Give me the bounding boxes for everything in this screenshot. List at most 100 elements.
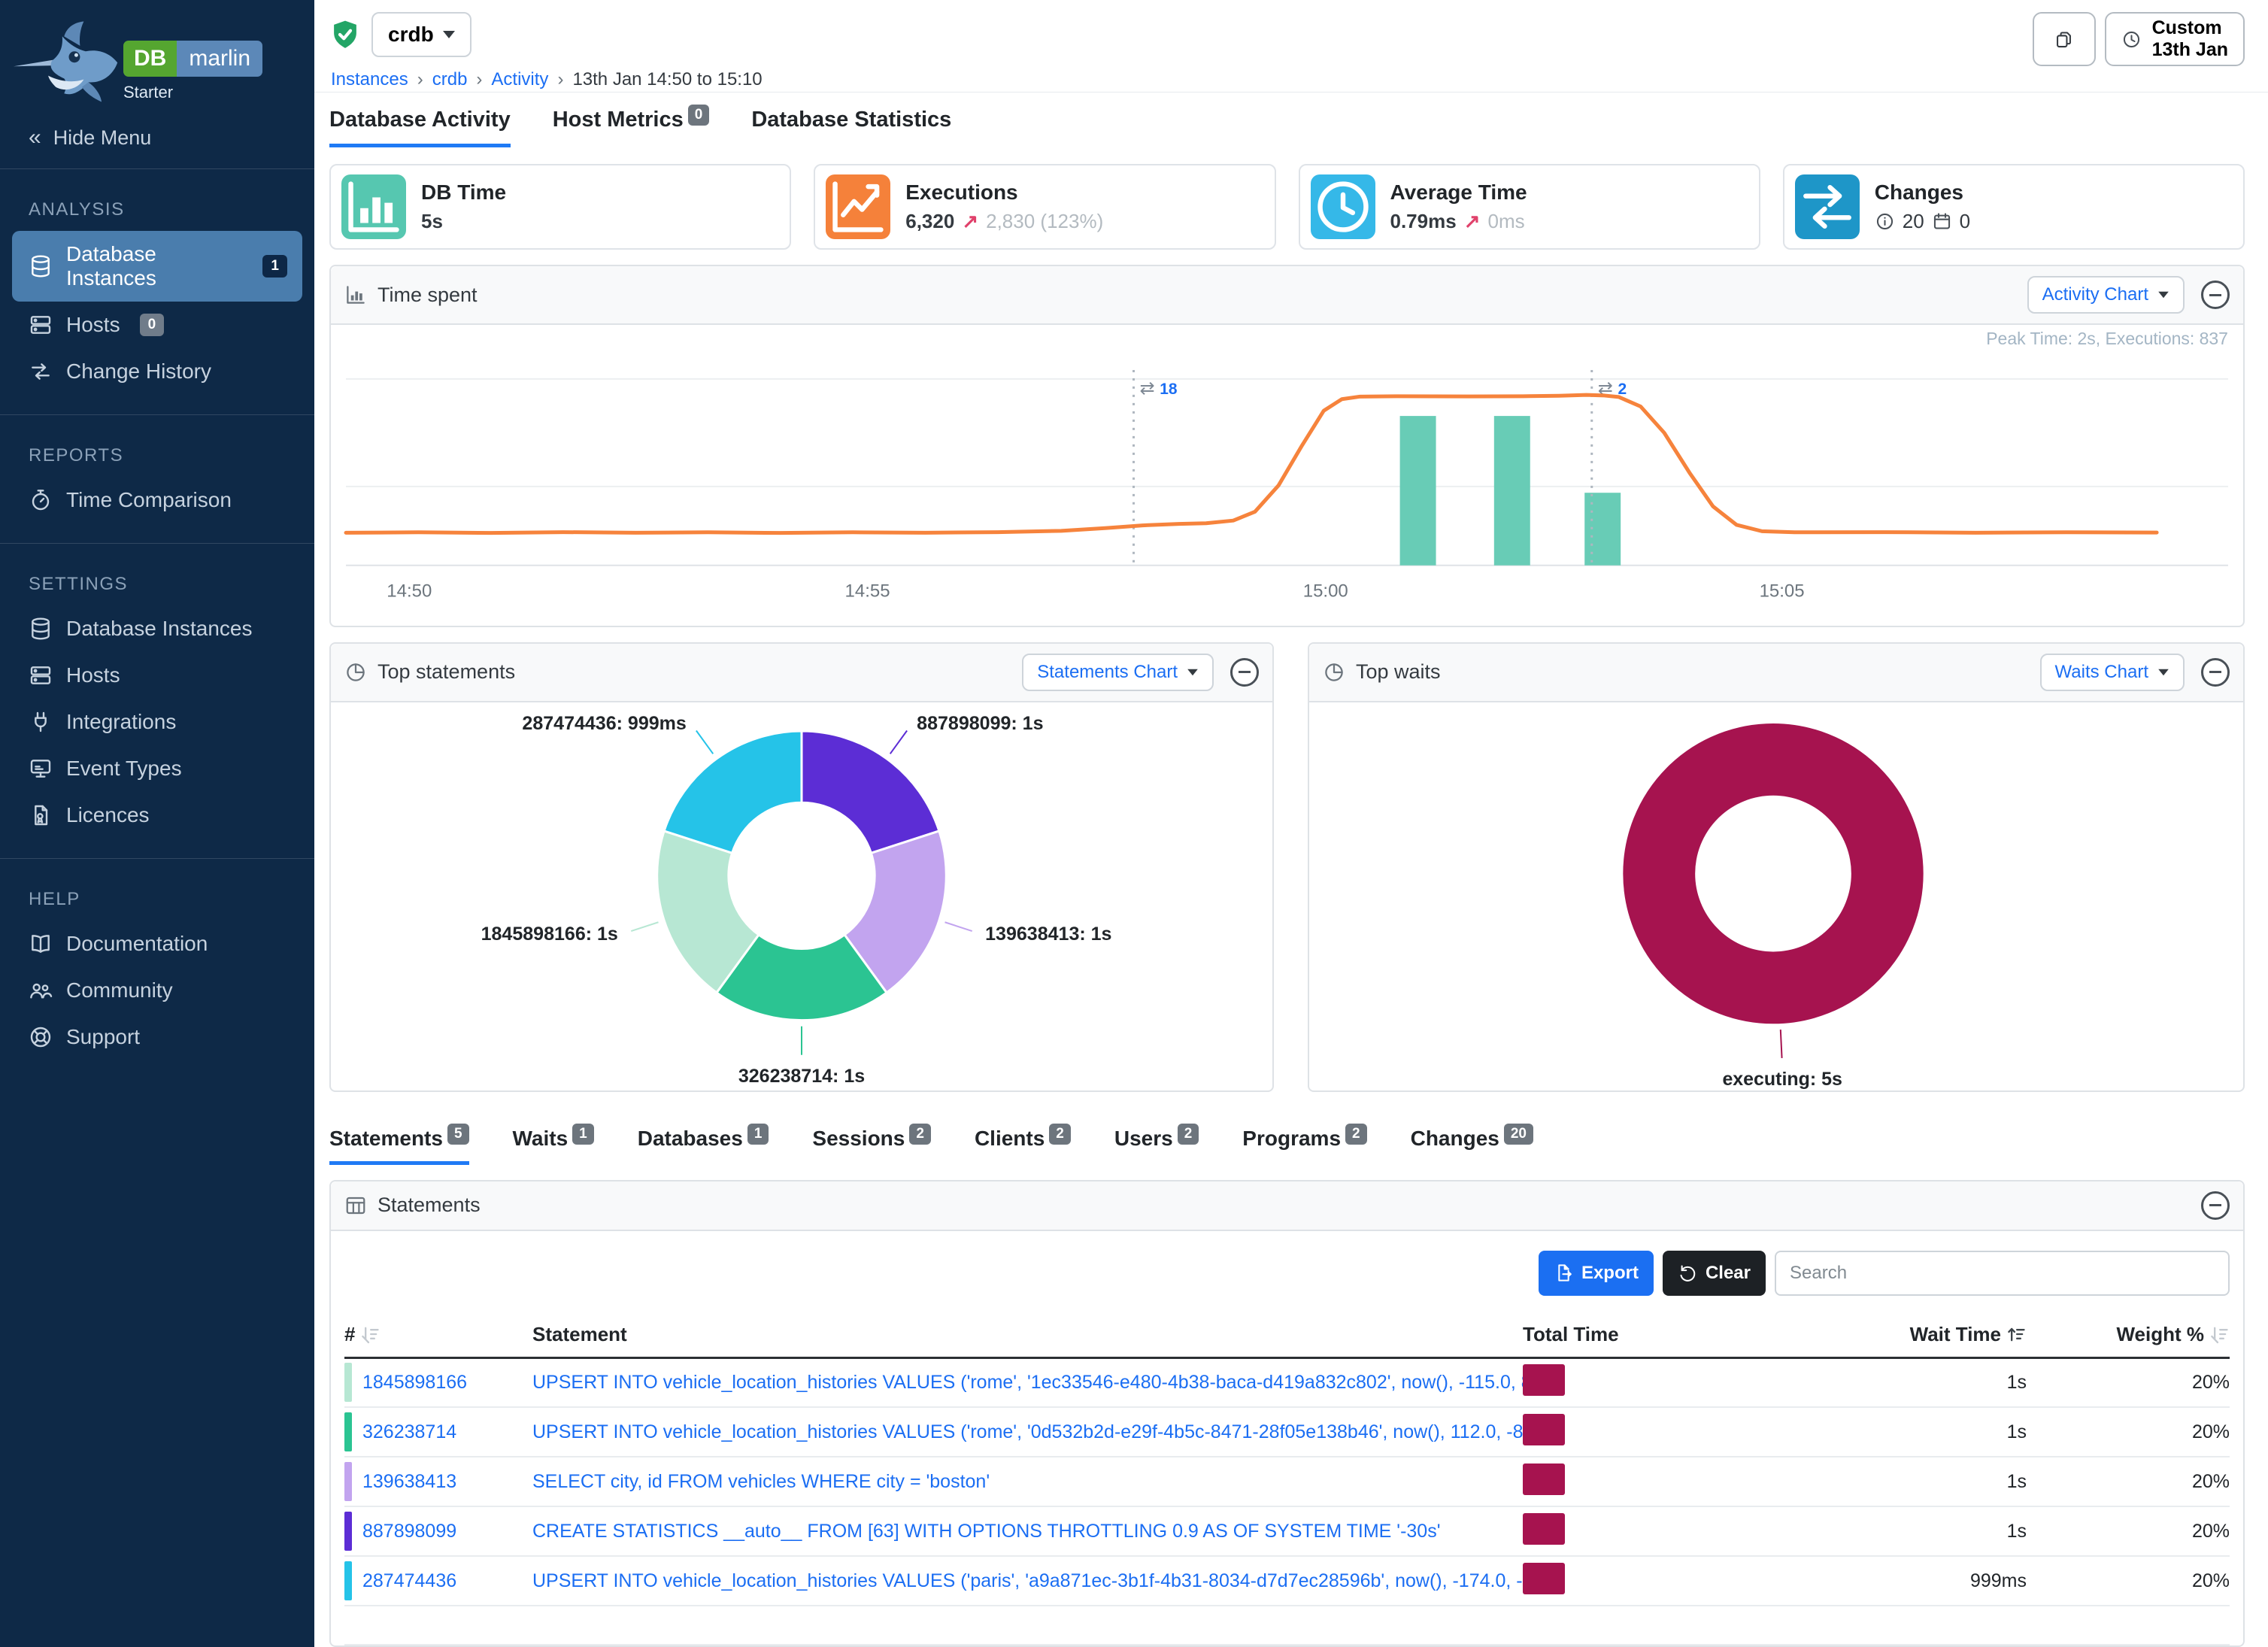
detail-tab-badge: 1: [747, 1123, 769, 1145]
detail-tab-sessions[interactable]: Sessions 2: [812, 1123, 931, 1165]
detail-tab-databases[interactable]: Databases 1: [638, 1123, 769, 1165]
waits-chart-selector-label: Waits Chart: [2054, 661, 2148, 682]
detail-tab-users[interactable]: Users 2: [1114, 1123, 1199, 1165]
chart-bars-icon: [341, 174, 406, 240]
sidebar: DB marlin Starter « Hide Menu ANALYSIS Da…: [0, 0, 314, 1647]
sidebar-section-label: HELP: [29, 889, 80, 909]
weight-value: 20%: [2027, 1556, 2230, 1606]
tab-database-activity[interactable]: Database Activity: [329, 108, 511, 148]
sidebar-item-hosts[interactable]: Hosts 0: [0, 302, 314, 348]
card-executions: Executions 6,320 ↗ 2,830 (123%): [814, 164, 1276, 250]
statement-id-link[interactable]: 287474436: [362, 1570, 457, 1591]
detail-tab-programs[interactable]: Programs 2: [1242, 1123, 1367, 1165]
statement-text-link[interactable]: CREATE STATISTICS __auto__ FROM [63] WIT…: [532, 1520, 1441, 1542]
wait-time-value: 1s: [1801, 1357, 2027, 1408]
tab-database-statistics[interactable]: Database Statistics: [751, 108, 952, 132]
activity-chart-selector-label: Activity Chart: [2042, 284, 2148, 305]
waits-chart-selector[interactable]: Waits Chart: [2039, 653, 2185, 691]
collapse-time-spent-button[interactable]: [2201, 281, 2230, 310]
card-main-value: 6,320: [905, 210, 955, 233]
detail-tab-changes[interactable]: Changes 20: [1411, 1123, 1533, 1165]
clock-icon: [2121, 29, 2142, 50]
chevron-down-icon: [442, 31, 455, 38]
statement-text-link[interactable]: UPSERT INTO vehicle_location_histories V…: [532, 1371, 1523, 1393]
instance-selector-button[interactable]: crdb: [371, 12, 471, 57]
sidebar-item-community[interactable]: Community: [0, 967, 314, 1014]
hide-menu-label: Hide Menu: [53, 126, 152, 149]
time-range-button[interactable]: Custom 13th Jan: [2104, 12, 2245, 66]
tab-host-metrics[interactable]: Host Metrics 0: [553, 105, 710, 147]
statements-panel-title: Statements: [377, 1194, 481, 1216]
export-label: Export: [1581, 1262, 1639, 1283]
statement-text-link[interactable]: UPSERT INTO vehicle_location_histories V…: [532, 1421, 1523, 1442]
statement-id-link[interactable]: 1845898166: [362, 1371, 468, 1393]
search-input[interactable]: [1775, 1250, 2230, 1296]
wait-time-value: 1s: [1801, 1506, 2027, 1557]
sidebar-item-label: Event Types: [66, 757, 182, 780]
sidebar-item-label: Documentation: [66, 932, 208, 955]
breadcrumb-link-activity[interactable]: Activity: [491, 69, 549, 89]
copy-link-button[interactable]: [2032, 12, 2096, 66]
sidebar-section-label: REPORTS: [29, 445, 124, 466]
collapse-top-waits-button[interactable]: [2201, 657, 2230, 687]
sidebar-item-event-types[interactable]: Event Types: [0, 745, 314, 792]
statement-color-chip: [344, 1561, 352, 1600]
detail-tab-waits[interactable]: Waits 1: [513, 1123, 594, 1165]
total-time-bar: [1523, 1463, 1565, 1495]
sidebar-item-change-history[interactable]: Change History: [0, 348, 314, 395]
statement-text-link[interactable]: UPSERT INTO vehicle_location_histories V…: [532, 1570, 1523, 1591]
card-value: 5s: [421, 210, 506, 233]
breadcrumb-link-crdb[interactable]: crdb: [432, 69, 468, 89]
statement-text-link[interactable]: SELECT city, id FROM vehicles WHERE city…: [532, 1470, 990, 1492]
activity-chart-selector[interactable]: Activity Chart: [2027, 276, 2185, 314]
sidebar-item-documentation[interactable]: Documentation: [0, 921, 314, 967]
statements-chart-selector[interactable]: Statements Chart: [1022, 653, 1214, 691]
breadcrumb-link-instances[interactable]: Instances: [331, 69, 408, 89]
collapse-top-statements-button[interactable]: [1230, 657, 1259, 687]
detail-tab-statements[interactable]: Statements 5: [329, 1123, 469, 1165]
column-header-[interactable]: #: [344, 1316, 532, 1359]
sidebar-item-support[interactable]: Support: [0, 1014, 314, 1060]
donut-slice: [663, 729, 803, 854]
time-spent-chart[interactable]: Peak Time: 2s, Executions: 837 ⇄ 18 ⇄ 2 14:…: [331, 325, 2243, 626]
sidebar-item-time-comparison[interactable]: Time Comparison: [0, 477, 314, 523]
detail-tab-badge: 5: [447, 1123, 469, 1145]
donut-slice-label: 326238714: 1s: [738, 1065, 865, 1086]
top-statements-donut-chart[interactable]: 887898099: 1s 139638413: 1s 326238714: 1s 1…: [331, 702, 1272, 1090]
column-header-wait-time[interactable]: Wait Time: [1801, 1316, 2027, 1359]
card-db-time: DB Time 5s: [329, 164, 792, 250]
card-title: Changes: [1874, 180, 1963, 205]
statements-toolbar: Export Clear: [344, 1250, 2230, 1296]
table-row-1845898166: 1845898166 UPSERT INTO vehicle_location_h…: [344, 1357, 2230, 1408]
sidebar-section-reports: REPORTS Time Comparison: [0, 415, 314, 544]
statement-id-link[interactable]: 139638413: [362, 1470, 457, 1492]
statement-id-link[interactable]: 887898099: [362, 1520, 457, 1542]
clear-label: Clear: [1705, 1262, 1751, 1283]
sidebar-section-settings: SETTINGS Database Instances Hosts Integrati…: [0, 544, 314, 859]
clear-button[interactable]: Clear: [1662, 1250, 1766, 1296]
column-header-weight[interactable]: Weight %: [2027, 1316, 2230, 1359]
sidebar-nav: ANALYSIS Database Instances 1 Hosts 0 Change …: [0, 169, 314, 1080]
x-axis-tick: 14:55: [845, 581, 890, 602]
server-icon: [29, 663, 53, 687]
donut-slice: [656, 829, 760, 994]
wait-time-value: 1s: [1801, 1407, 2027, 1457]
wait-time-value: 1s: [1801, 1457, 2027, 1507]
sidebar-item-database-instances[interactable]: Database Instances 1: [12, 231, 302, 302]
sidebar-item-licences[interactable]: Licences: [0, 792, 314, 839]
chevron-down-icon: [1187, 669, 1198, 675]
time-spent-title: Time spent: [377, 283, 478, 306]
top-waits-donut-chart[interactable]: executing: 5s: [1309, 702, 2243, 1089]
hide-menu-button[interactable]: « Hide Menu: [0, 111, 314, 169]
swap-icon: [1794, 174, 1860, 240]
server-icon: [29, 313, 53, 337]
sidebar-item-integrations[interactable]: Integrations: [0, 699, 314, 745]
export-button[interactable]: Export: [1538, 1250, 1654, 1296]
card-value: 20 0: [1875, 210, 1970, 233]
detail-tab-clients[interactable]: Clients 2: [975, 1123, 1071, 1165]
collapse-statements-button[interactable]: [2201, 1191, 2230, 1220]
sidebar-item-database-instances[interactable]: Database Instances: [0, 605, 314, 652]
sidebar-item-hosts[interactable]: Hosts: [0, 652, 314, 699]
statement-id-link[interactable]: 326238714: [362, 1421, 457, 1442]
x-axis-tick: 15:00: [1303, 581, 1348, 602]
